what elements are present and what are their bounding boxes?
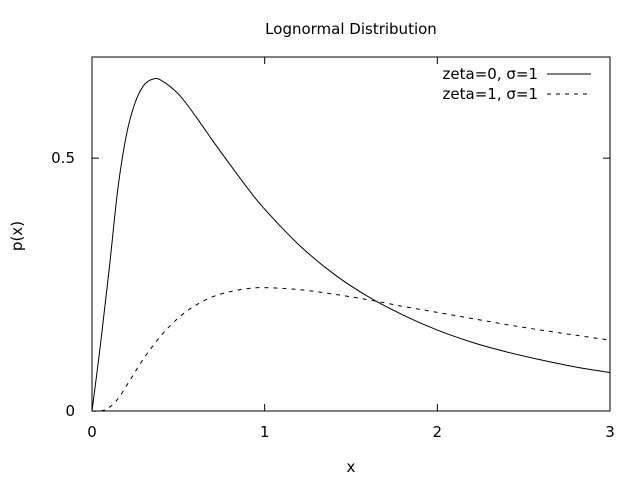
- x-tick-label: 3: [605, 423, 615, 441]
- legend: zeta=0, σ=1 zeta=1, σ=1: [443, 65, 591, 103]
- x-tick-label: 1: [260, 423, 270, 441]
- y-tick-label: 0.5: [51, 149, 75, 167]
- x-axis-label: x: [347, 458, 356, 476]
- legend-label: zeta=1, σ=1: [443, 85, 538, 103]
- axis-ticks: 0 1 2 3 0 0.5: [51, 57, 615, 441]
- series-line-2: [91, 287, 611, 412]
- chart-title: Lognormal Distribution: [265, 20, 437, 38]
- series-layer: [91, 78, 611, 412]
- x-tick-label: 2: [433, 423, 443, 441]
- plot-frame: [91, 56, 611, 412]
- y-axis-label: p(x): [8, 221, 26, 251]
- y-tick-label: 0: [65, 402, 75, 420]
- x-tick-label: 0: [87, 423, 97, 441]
- legend-label: zeta=0, σ=1: [443, 65, 538, 83]
- series-line-1: [91, 78, 611, 412]
